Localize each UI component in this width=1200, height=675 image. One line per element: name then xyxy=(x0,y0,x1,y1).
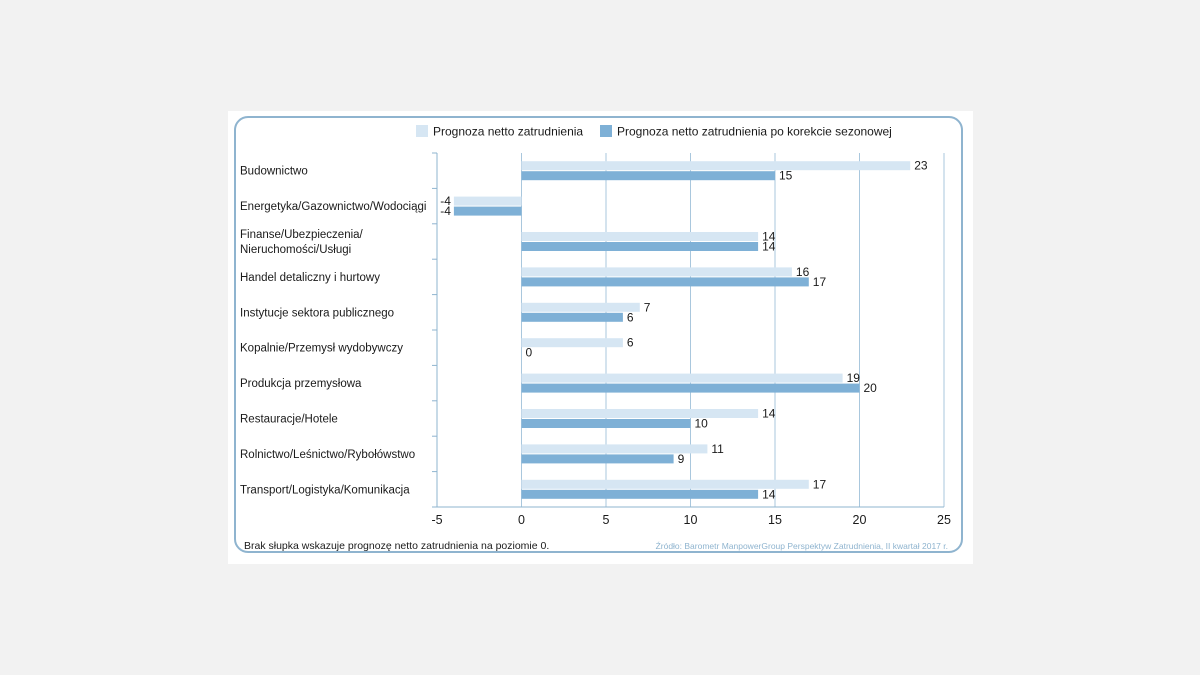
value-label-s1-2: 14 xyxy=(762,230,776,244)
value-label-s1-1: -4 xyxy=(440,194,451,208)
value-label-s2-2: 14 xyxy=(762,240,776,254)
category-label-8: Rolnictwo/Leśnictwo/Rybołówstwo xyxy=(240,449,415,461)
category-label-6: Produkcja przemysłowa xyxy=(240,378,362,390)
bar-s1-6 xyxy=(521,373,843,383)
bar-s1-5 xyxy=(521,338,623,348)
bar-s1-4 xyxy=(521,302,640,312)
value-label-s2-4: 6 xyxy=(627,310,634,324)
category-label-3: Handel detaliczny i hurtowy xyxy=(240,272,380,284)
value-label-s2-9: 14 xyxy=(762,487,776,501)
category-label-0: Budownictwo xyxy=(240,166,308,178)
source-note: Źródło: Barometr ManpowerGroup Perspekty… xyxy=(656,541,948,551)
value-label-s1-6: 19 xyxy=(847,371,861,385)
bar-s2-8 xyxy=(521,454,674,464)
chart-card: -5 0 5 10 15 20 25 23 15 Budownictwo -4 -4 Energetyk… xyxy=(228,111,973,564)
category-label-line: Produkcja przemysłowa xyxy=(240,378,362,390)
value-label-s1-7: 14 xyxy=(762,407,776,421)
bar-s1-9 xyxy=(521,479,809,489)
value-label-s1-5: 6 xyxy=(627,336,634,350)
category-label-9: Transport/Logistyka/Komunikacja xyxy=(240,484,410,496)
value-label-s2-3: 17 xyxy=(813,275,827,289)
value-label-s2-8: 9 xyxy=(678,452,685,466)
legend-label-1: Prognoza netto zatrudnienia xyxy=(433,125,583,139)
bar-s2-0 xyxy=(521,171,775,181)
value-label-s1-3: 16 xyxy=(796,265,810,279)
category-label-line: Rolnictwo/Leśnictwo/Rybołówstwo xyxy=(240,449,415,461)
bar-s2-4 xyxy=(521,312,623,322)
bar-s1-2 xyxy=(521,232,759,241)
value-label-s2-7: 10 xyxy=(695,417,709,431)
value-label-s2-6: 20 xyxy=(864,381,878,395)
bar-s1-3 xyxy=(521,267,792,277)
category-label-2: Finanse/Ubezpieczenia/Nieruchomości/Usłu… xyxy=(240,229,364,256)
footnote: Brak słupka wskazuje prognozę netto zatr… xyxy=(244,540,549,552)
category-label-line: Handel detaliczny i hurtowy xyxy=(240,272,380,284)
category-label-line: Finanse/Ubezpieczenia/ xyxy=(240,229,364,241)
bar-s1-0 xyxy=(521,161,911,171)
value-label-s1-9: 17 xyxy=(813,477,827,491)
chart-frame xyxy=(234,116,963,553)
value-label-s2-1: -4 xyxy=(440,204,451,218)
category-label-7: Restauracje/Hotele xyxy=(240,414,338,426)
bar-s2-3 xyxy=(521,277,809,287)
value-label-s2-5: 0 xyxy=(526,346,533,360)
bar-s2-6 xyxy=(521,383,860,393)
employment-outlook-chart: -5 0 5 10 15 20 25 23 15 Budownictwo -4-4 Energetyk… xyxy=(240,125,951,553)
category-label-line: Transport/Logistyka/Komunikacja xyxy=(240,484,410,496)
bar-s2-2 xyxy=(521,242,759,251)
x-tick-label-0: -5 xyxy=(431,513,442,527)
value-label-s1-0: 23 xyxy=(914,159,928,173)
bar-s2-9 xyxy=(521,489,759,499)
category-label-line: Restauracje/Hotele xyxy=(240,414,338,426)
x-tick-label-3: 10 xyxy=(684,513,698,527)
bar-s1-1 xyxy=(453,196,522,206)
bar-s1-8 xyxy=(521,444,708,454)
value-label-s1-8: 11 xyxy=(711,442,724,456)
category-label-line: Kopalnie/Przemysł wydobywczy xyxy=(240,343,403,355)
legend-label-2: Prognoza netto zatrudnienia po korekcie … xyxy=(617,125,892,139)
category-label-line: Nieruchomości/Usługi xyxy=(240,244,351,256)
category-label-line: Budownictwo xyxy=(240,166,308,178)
category-label-1: Energetyka/Gazownictwo/Wodociągi xyxy=(240,201,426,213)
x-tick-label-6: 25 xyxy=(937,513,951,527)
x-tick-label-5: 20 xyxy=(853,513,867,527)
x-tick-label-4: 15 xyxy=(768,513,782,527)
bar-s2-1 xyxy=(453,206,522,216)
category-label-line: Instytucje sektora publicznego xyxy=(240,307,394,319)
legend-swatch-1 xyxy=(416,125,428,137)
bar-s1-7 xyxy=(521,409,759,418)
value-label-s2-0: 15 xyxy=(779,169,793,183)
category-label-4: Instytucje sektora publicznego xyxy=(240,307,394,319)
value-label-s1-4: 7 xyxy=(644,300,651,314)
x-tick-label-2: 5 xyxy=(603,513,610,527)
bar-s2-7 xyxy=(521,419,691,428)
legend-swatch-2 xyxy=(600,125,612,137)
x-tick-label-1: 0 xyxy=(518,513,525,527)
category-label-line: Energetyka/Gazownictwo/Wodociągi xyxy=(240,201,426,213)
category-label-5: Kopalnie/Przemysł wydobywczy xyxy=(240,343,403,355)
